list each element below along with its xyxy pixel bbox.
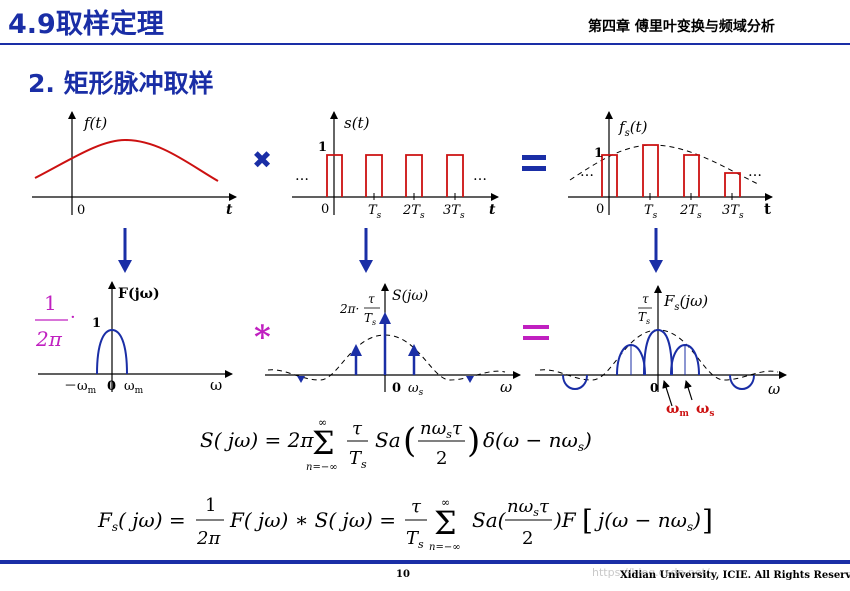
s-t-axis: t [489, 202, 496, 218]
S-jw-label: S(jω) [392, 288, 428, 304]
s-t-ellipsis-left: … [295, 168, 309, 184]
svg-text:n=−∞: n=−∞ [429, 542, 461, 553]
F-jw-axis: ω [210, 376, 222, 394]
Fs-jw-frac-num: τ [642, 292, 649, 306]
s-t-tick-3ts: 3Ts [443, 203, 465, 221]
footer-copyright: Xidian University, ICIE. All Rights Rese… [620, 570, 850, 581]
svg-text:Fs( jω) =: Fs( jω) = [97, 508, 186, 534]
s-t-tick-2ts: 2Ts [402, 203, 425, 221]
page-number: 10 [396, 569, 410, 580]
svg-text:τ: τ [352, 418, 363, 439]
fs-t-tick-ts: Ts [644, 203, 658, 221]
scale-numerator: 1 [44, 291, 57, 315]
svg-text:)F: )F [553, 508, 577, 532]
header-rule [0, 43, 850, 45]
svg-text:F( jω) ∗ S( jω) =: F( jω) ∗ S( jω) = [229, 508, 396, 532]
svg-text:2: 2 [522, 528, 533, 549]
svg-text:nωsτ: nωsτ [420, 418, 463, 441]
convolution-operator: * [254, 318, 271, 356]
s-t-ellipsis-right: … [473, 168, 487, 184]
slide-subtitle: 2. 矩形脉冲取样 [28, 69, 214, 98]
multiply-operator: ✖ [252, 146, 272, 174]
f-t-axis: t [226, 202, 233, 218]
Fs-jw-wm-label: ωm [666, 401, 689, 419]
F-jw-label: F(jω) [118, 286, 160, 302]
S-jw-amp-prefix: 2π· [339, 302, 359, 316]
scale-denominator: 2π [35, 327, 63, 351]
fs-t-axis: t [764, 200, 771, 218]
s-t-label: s(t) [344, 114, 370, 132]
formula-Fs-jw: Fs( jω) = 1 2π F( jω) ∗ S( jω) = τ Ts Σ … [97, 495, 713, 553]
svg-text:Ts: Ts [406, 528, 424, 551]
svg-text:[: [ [582, 504, 593, 537]
plot-fs-t: fs(t) 1 … … 0 Ts 2Ts 3Ts t [568, 111, 773, 221]
S-jw-frac-den: Ts [364, 311, 376, 327]
S-jw-ws: ωs [408, 381, 424, 398]
F-jw-amplitude: 1 [92, 316, 101, 331]
fs-t-tick-2ts: 2Ts [679, 203, 702, 221]
fs-t-amplitude: 1 [594, 146, 603, 161]
svg-text:Σ: Σ [312, 424, 335, 462]
Fs-jw-origin: 0 [650, 381, 658, 395]
f-t-origin: 0 [77, 203, 85, 218]
svg-text:j(ω − nωs): j(ω − nωs) [594, 508, 701, 534]
F-jw-origin: 0 [107, 379, 116, 394]
svg-text:]: ] [702, 504, 713, 537]
S-jw-axis: ω [500, 378, 512, 396]
diagram-canvas: f(t) 0 t ✖ s(t) 1 … … 0 Ts 2Ts 3Ts t [32, 111, 787, 553]
F-jw-tick-neg-wm: －ωm [64, 379, 97, 396]
plot-s-t: s(t) 1 … … 0 Ts 2Ts 3Ts t [292, 111, 499, 221]
plot-Fs-jw: τ Ts Fs(jω) 0 ωm ωs ω [535, 285, 787, 419]
Fs-jw-axis: ω [768, 380, 780, 398]
svg-text:(: ( [403, 421, 416, 461]
section-title: 4.9取样定理 [8, 9, 164, 40]
plot-f-t: f(t) 0 t [32, 111, 237, 218]
fs-t-tick-3ts: 3Ts [722, 203, 744, 221]
Fs-jw-label: Fs(jω) [663, 292, 708, 313]
S-jw-frac-num: τ [368, 292, 375, 306]
equals-operator-top [522, 155, 546, 171]
svg-text:2π: 2π [196, 528, 221, 549]
equals-operator-bottom [523, 325, 549, 340]
svg-text:∞: ∞ [318, 416, 327, 429]
S-jw-origin: 0 [392, 381, 401, 396]
Fs-jw-frac-den: Ts [638, 310, 650, 326]
svg-text:Sa: Sa [375, 428, 401, 452]
formula-S-jw: S( jω) = 2π Σ ∞ n=−∞ τ Ts Sa ( nωsτ 2 ) … [200, 416, 592, 473]
plot-F-jw: 1 2π · F(jω) 1 －ωm 0 ωm ω [35, 281, 233, 396]
down-arrows [118, 228, 663, 273]
svg-text:∞: ∞ [441, 496, 450, 509]
svg-text:nωsτ: nωsτ [507, 496, 550, 519]
plot-S-jw: 2π· τ Ts S(jω) 0 ωs ω [265, 283, 521, 398]
svg-text:Sa(: Sa( [472, 508, 507, 532]
svg-text:): ) [467, 421, 480, 461]
fs-t-ellipsis-right: … [748, 164, 762, 180]
svg-text:2: 2 [436, 448, 447, 469]
svg-text:·: · [70, 307, 76, 328]
svg-text:n=−∞: n=−∞ [306, 462, 338, 473]
fs-t-label: fs(t) [618, 118, 648, 139]
fs-t-origin: 0 [596, 202, 604, 217]
svg-text:Ts: Ts [349, 448, 367, 471]
s-t-tick-ts: Ts [368, 203, 382, 221]
Fs-jw-ws-label: ωs [696, 401, 714, 419]
F-jw-tick-wm: ωm [124, 379, 144, 396]
s-t-amplitude: 1 [318, 140, 327, 155]
svg-text:τ: τ [411, 496, 422, 517]
svg-text:δ(ω − nωs): δ(ω − nωs) [483, 428, 592, 454]
svg-text:S( jω) = 2π: S( jω) = 2π [200, 428, 314, 452]
svg-text:Σ: Σ [434, 504, 457, 542]
chapter-title: 第四章 傅里叶变换与频域分析 [588, 19, 775, 35]
watermark: https://blog.csdn.net/... [592, 566, 721, 579]
f-t-label: f(t) [83, 114, 107, 132]
fs-t-ellipsis-left: … [580, 164, 594, 180]
svg-text:1: 1 [205, 495, 216, 516]
s-t-origin: 0 [321, 202, 329, 217]
footer-rule [0, 560, 850, 564]
